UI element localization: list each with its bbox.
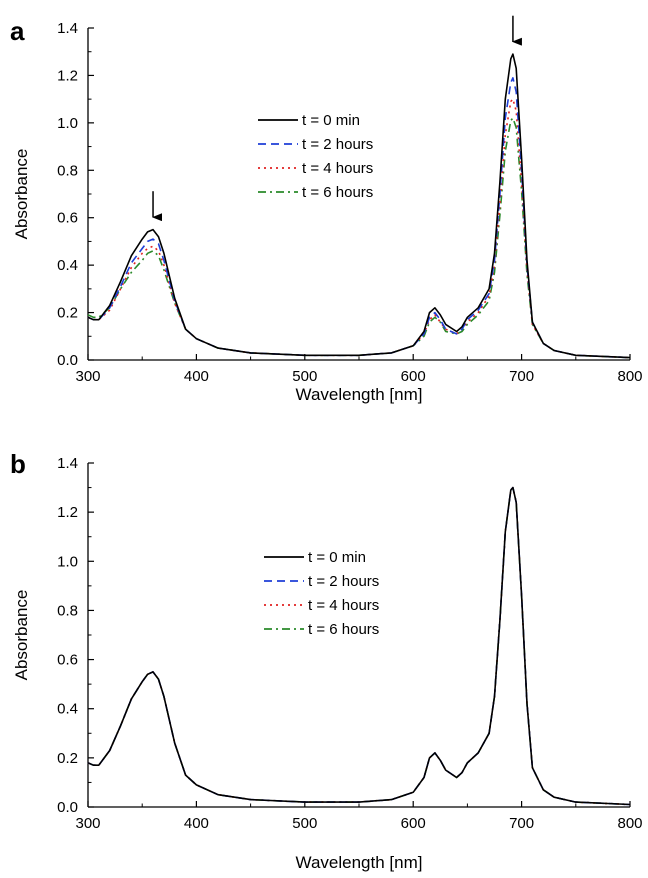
y-tick-label: 1.0 — [57, 553, 78, 570]
panel-a: a 300 400 500 600 700 800 0.0 0.2 0.4 0.6 0.8 1.0 1.2… — [10, 15, 643, 404]
y-tick-label: 1.2 — [57, 67, 78, 84]
legend-label-4: t = 6 hours — [302, 184, 373, 201]
x-tick-label: 500 — [292, 815, 317, 832]
x-tick-label: 800 — [617, 815, 642, 832]
y-tick-label: 0.4 — [57, 701, 78, 718]
series-line-3 — [87, 486, 631, 806]
series-line-2 — [87, 486, 631, 806]
x-tick-label: 300 — [75, 368, 100, 385]
y-tick-label: 0.2 — [57, 305, 78, 322]
y-tick-label: 0.2 — [57, 750, 78, 767]
y-tick-label: 1.4 — [57, 455, 78, 472]
series-line-1 — [87, 53, 631, 359]
x-tick-label: 700 — [509, 368, 534, 385]
x-tick-label: 800 — [617, 368, 642, 385]
x-tick-label: 600 — [401, 815, 426, 832]
x-tick-label: 400 — [184, 815, 209, 832]
legend-label-1: t = 0 min — [302, 112, 360, 129]
x-tick-label: 300 — [75, 815, 100, 832]
y-tick-label: 0.4 — [57, 257, 78, 274]
y-tick-label: 1.0 — [57, 115, 78, 132]
y-tick-label: 0.0 — [57, 799, 78, 816]
x-tick-label: 500 — [292, 368, 317, 385]
series-line-4 — [87, 117, 631, 359]
series-line-1 — [87, 486, 631, 806]
legend-label-3: t = 4 hours — [308, 597, 379, 614]
y-tick-label: 0.8 — [57, 602, 78, 619]
series-line-4 — [87, 486, 631, 806]
x-tick-label: 600 — [401, 368, 426, 385]
y-tick-label: 1.2 — [57, 504, 78, 521]
x-axis-title: Wavelength [nm] — [296, 853, 423, 872]
y-axis-title: Absorbance — [12, 149, 31, 240]
legend-label-2: t = 2 hours — [302, 136, 373, 153]
series-line-2 — [87, 77, 631, 359]
legend-label-1: t = 0 min — [308, 549, 366, 566]
y-tick-label: 0.6 — [57, 210, 78, 227]
x-axis-title: Wavelength [nm] — [296, 385, 423, 404]
y-tick-label: 1.4 — [57, 20, 78, 37]
y-tick-label: 0.0 — [57, 352, 78, 369]
y-tick-label: 0.8 — [57, 162, 78, 179]
y-axis-title: Absorbance — [12, 590, 31, 681]
panel-label: b — [10, 449, 26, 479]
legend-label-2: t = 2 hours — [308, 573, 379, 590]
x-tick-label: 400 — [184, 368, 209, 385]
panel-label: a — [10, 16, 25, 46]
legend-label-4: t = 6 hours — [308, 621, 379, 638]
x-tick-label: 700 — [509, 815, 534, 832]
panel-b: b 300 400 500 600 700 800 0.0 0.2 0.4 0.6 0.8 1.0 1.2… — [10, 449, 643, 872]
legend-label-3: t = 4 hours — [302, 160, 373, 177]
y-tick-label: 0.6 — [57, 652, 78, 669]
